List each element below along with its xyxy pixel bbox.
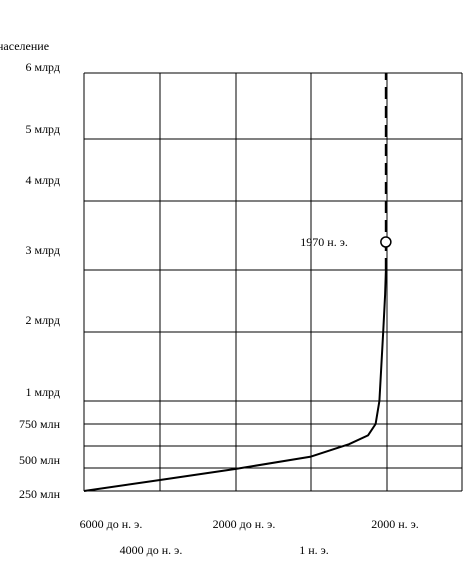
y-tick-label: 500 млн [19, 453, 61, 467]
y-tick-label: 2 млрд [25, 313, 60, 327]
chart-annotation: 1970 н. э. [300, 235, 392, 249]
y-tick-label: 1 млрд [25, 385, 60, 399]
y-tick-label: 5 млрд [25, 122, 60, 136]
x-tick-label: 2000 н. э. [371, 517, 419, 531]
annotation-marker [380, 236, 392, 248]
annotation-label: 1970 н. э. [300, 235, 348, 249]
y-tick-label: 750 млн [19, 417, 61, 431]
x-tick-label: 6000 до н. э. [80, 517, 143, 531]
x-tick-label: 2000 до н. э. [213, 517, 276, 531]
y-axis-ticks: 6 млрд 5 млрд 4 млрд 3 млрд 2 млрд 1 млрд 750 … [19, 60, 61, 501]
x-tick-label: 4000 до н. э. [120, 543, 183, 557]
chart-grid [83, 72, 463, 492]
y-tick-label: 6 млрд [25, 60, 60, 74]
x-axis-ticks: 6000 до н. э. 2000 до н. э. 2000 н. э. 4000… [80, 517, 419, 557]
x-tick-label: 1 н. э. [299, 543, 329, 557]
population-line [83, 269, 387, 492]
y-tick-label: 3 млрд [25, 243, 60, 257]
y-axis-label: население [0, 39, 49, 53]
y-tick-label: 4 млрд [25, 173, 60, 187]
y-tick-label: 250 млн [19, 487, 61, 501]
chart-series [83, 73, 387, 492]
